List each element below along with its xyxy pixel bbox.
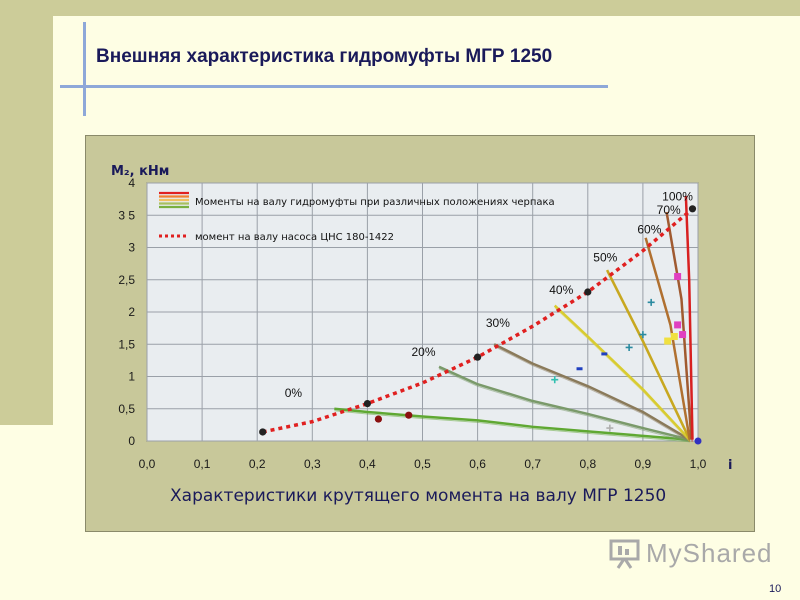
y-tick-label: 1 <box>128 370 135 384</box>
torque-chart: 0,0 0,1 0,2 0,3 0,4 0,5 0,6 0,7 0,8 0,9 1,0 0 0,5 1 1,… <box>111 164 732 506</box>
chart-markers <box>259 205 702 445</box>
curve-20pct-band <box>438 368 690 443</box>
curve-70pct-band <box>666 213 692 442</box>
curve-label: 40% <box>549 283 573 297</box>
curve-label: 20% <box>411 345 435 359</box>
curve-50pct-band <box>606 271 691 442</box>
x-tick-label: 0,3 <box>304 457 321 471</box>
red-marker <box>405 411 413 419</box>
chart-grid <box>146 182 699 442</box>
pump-marker <box>474 353 482 361</box>
chart-legend: Моменты на валу гидромуфты при различных… <box>159 191 555 243</box>
curve-30pct-band <box>493 345 690 443</box>
y-tick-label: 1,5 <box>118 337 135 351</box>
x-tick-label: 1,0 <box>690 457 707 471</box>
page-number: 10 <box>769 583 782 595</box>
pump-marker <box>259 428 267 436</box>
plus-marker <box>551 376 559 384</box>
square-marker <box>670 333 678 341</box>
presentation-board-icon <box>609 539 640 569</box>
curve-40pct <box>553 304 691 441</box>
x-tick-label: 0,9 <box>635 457 652 471</box>
y-tick-label: 3 <box>128 241 135 255</box>
curve-label: 60% <box>637 222 661 236</box>
curve-100pct-band <box>685 197 693 442</box>
x-tick-label: 0,0 <box>139 457 156 471</box>
plus-marker <box>625 343 633 351</box>
chart-title: Характеристики крутящего момента на валу… <box>170 486 666 506</box>
title-accent-horizontal <box>60 85 608 88</box>
left-decor-band <box>0 0 53 425</box>
top-decor-band <box>53 0 800 16</box>
curve-40pct-band <box>554 307 691 443</box>
y-tick-label: 0 <box>128 434 135 448</box>
curve-30pct <box>493 343 691 441</box>
pump-marker <box>363 399 371 408</box>
curve-label: 0% <box>285 386 303 400</box>
red-marker <box>374 415 383 423</box>
chart-axes: 0,0 0,1 0,2 0,3 0,4 0,5 0,6 0,7 0,8 0,9 1,0 0 0,5 1 1,… <box>118 176 706 471</box>
logo-text: MyShared <box>646 538 773 568</box>
curve-label: 70% <box>657 203 681 217</box>
pump-marker <box>688 205 697 213</box>
x-tick-label: 0,7 <box>524 457 541 471</box>
square-marker <box>674 321 682 329</box>
y-tick-label: 0,5 <box>118 402 135 416</box>
plus-marker <box>606 424 614 432</box>
curve-50pct <box>605 269 691 441</box>
curve-label: 100% <box>662 189 693 203</box>
slide-title: Внешняя характеристика гидромуфты МГР 12… <box>96 46 553 67</box>
y-tick-label: 2 <box>128 305 135 319</box>
chart-curves <box>262 195 694 443</box>
square-marker <box>664 337 672 345</box>
dash-marker <box>576 367 583 371</box>
curve-20pct <box>438 365 691 441</box>
legend-curves-label: Моменты на валу гидромуфты при различных… <box>195 197 555 208</box>
y-tick-label: 4 <box>128 176 135 190</box>
x-tick-label: 0,8 <box>579 457 596 471</box>
square-marker <box>674 273 682 281</box>
y-tick-label: 3 5 <box>118 208 135 222</box>
x-tick-label: 0,4 <box>359 457 376 471</box>
curve-0pct <box>334 407 690 441</box>
curve-0pct-band <box>334 410 690 443</box>
dash-marker <box>601 352 608 356</box>
endpoint-marker <box>694 437 702 445</box>
curve-60pct-band <box>645 239 691 442</box>
y-axis-label: М₂, кНм <box>111 164 169 179</box>
pump-marker <box>584 288 592 296</box>
curve-label: 50% <box>593 251 617 265</box>
legend-pump-label: момент на валу насоса ЦНС 180-1422 <box>195 232 394 243</box>
curve-label: 30% <box>486 316 510 330</box>
x-tick-label: 0,6 <box>469 457 486 471</box>
chart-labels: 0% 20% 30% 40% 50% 60% 70%100% <box>285 189 693 400</box>
plus-marker <box>647 298 655 306</box>
x-tick-label: 0,2 <box>249 457 266 471</box>
plus-marker <box>639 331 647 339</box>
x-axis-label: i <box>728 458 732 473</box>
title-accent-vertical <box>83 22 86 116</box>
x-tick-label: 0,1 <box>194 457 211 471</box>
square-marker <box>679 331 687 339</box>
y-tick-label: 2,5 <box>118 273 135 287</box>
pump-curve <box>262 207 694 434</box>
x-tick-label: 0,5 <box>414 457 431 471</box>
